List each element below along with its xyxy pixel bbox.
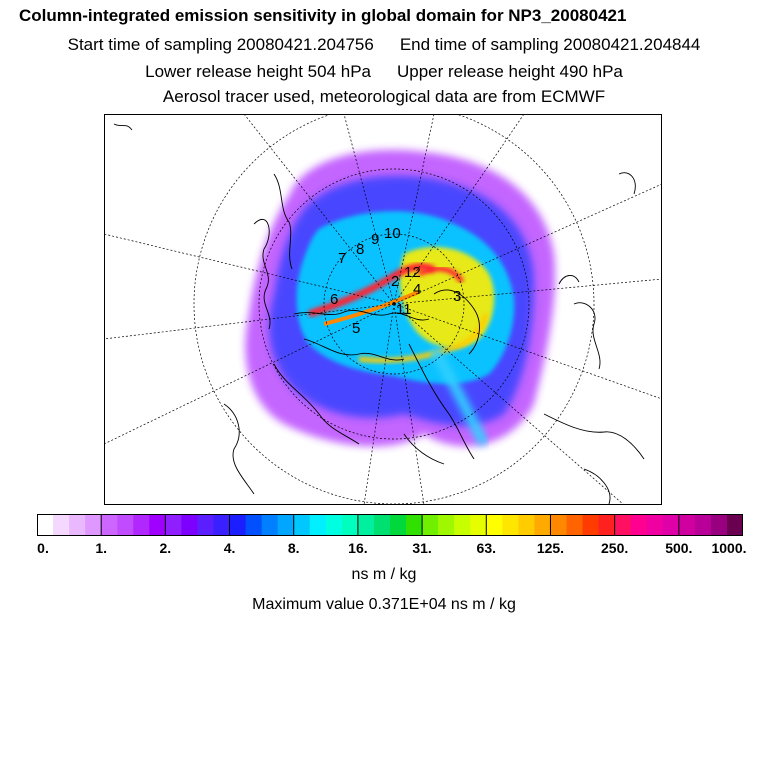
colorbar-swatch: [630, 514, 648, 536]
colorbar-swatch: [438, 514, 455, 536]
colorbar-swatch: [373, 514, 391, 536]
colorbar-tick-label: 31.: [412, 540, 432, 556]
colorbar-swatch: [726, 514, 743, 536]
release-heights-line: Lower release height 504 hPa Upper releas…: [0, 62, 768, 82]
colorbar-swatch: [325, 514, 343, 536]
colorbar-tick-label: 63.: [476, 540, 496, 556]
colorbar-swatch: [357, 514, 375, 536]
colorbar-swatch: [53, 514, 70, 536]
day-label: 8: [356, 241, 364, 258]
day-label: 10: [384, 225, 401, 242]
coastlines: [113, 123, 645, 505]
colorbar-swatch: [341, 514, 359, 536]
colorbar-swatch: [85, 514, 102, 536]
colorbar-swatch: [614, 514, 632, 536]
day-label: 2: [391, 273, 399, 290]
colorbar-swatch: [101, 514, 118, 536]
day-label: 4: [413, 281, 421, 298]
day-label: 12: [404, 264, 421, 281]
colorbar-swatch: [470, 514, 487, 536]
upper-release-height: Upper release height 490 hPa: [397, 62, 623, 81]
colorbar-tick-label: 125.: [536, 540, 565, 556]
colorbar-tick-label: 1.: [95, 540, 108, 556]
colorbar-tick-label: 2.: [159, 540, 172, 556]
colorbar-tick-label: 8.: [287, 540, 300, 556]
colorbar-swatch: [69, 514, 86, 536]
colorbar: [37, 514, 743, 536]
colorbar-swatch: [181, 514, 199, 536]
colorbar-swatch: [229, 514, 247, 536]
maximum-value: Maximum value 0.371E+04 ns m / kg: [252, 596, 516, 613]
colorbar-swatch: [390, 514, 407, 536]
colorbar-swatch: [502, 514, 519, 536]
colorbar-swatch: [37, 514, 54, 536]
colorbar-swatches: [37, 514, 743, 536]
day-labels: 2 3 4 5 6 7 8 9 10 11 12: [330, 225, 461, 337]
colorbar-swatch: [662, 514, 680, 536]
colorbar-swatch: [534, 514, 552, 536]
colorbar-tick-marks: [100, 514, 680, 536]
colorbar-swatch: [694, 514, 712, 536]
colorbar-swatch: [406, 514, 423, 536]
colorbar-tick-label: 250.: [601, 540, 629, 556]
colorbar-tick-label: 4.: [223, 540, 236, 556]
colorbar-swatch: [213, 514, 231, 536]
colorbar-swatch: [710, 514, 728, 536]
colorbar-swatch: [293, 514, 311, 536]
tracer-note: Aerosol tracer used, meteorological data…: [162, 87, 606, 106]
colorbar-swatch: [646, 514, 664, 536]
colorbar-tick-label: 1000.: [711, 540, 747, 556]
colorbar-swatch: [117, 514, 134, 536]
colorbar-swatch: [422, 514, 439, 536]
day-label: 6: [330, 291, 338, 308]
day-label: 9: [371, 231, 379, 248]
colorbar-swatch: [309, 514, 327, 536]
colorbar-swatch: [486, 514, 503, 536]
colorbar-tick-label: 0.: [37, 540, 49, 556]
end-time: End time of sampling 20080421.204844: [399, 35, 701, 54]
plot-title: Column-integrated emission sensitivity i…: [19, 6, 627, 25]
colorbar-swatch: [678, 514, 696, 536]
colorbar-swatch: [245, 514, 263, 536]
day-label: 7: [338, 250, 346, 267]
colorbar-swatch: [598, 514, 616, 536]
colorbar-swatch: [518, 514, 536, 536]
colorbar-swatch: [261, 514, 279, 536]
lower-release-height: Lower release height 504 hPa: [145, 62, 371, 81]
colorbar-swatch: [133, 514, 150, 536]
graticule: [104, 114, 662, 505]
colorbar-swatch: [165, 514, 183, 536]
day-label: 5: [352, 320, 360, 337]
colorbar-swatch: [277, 514, 295, 536]
day-label: 11: [396, 301, 412, 318]
colorbar-tick-label: 500.: [665, 540, 693, 556]
day-label: 3: [453, 288, 461, 305]
colorbar-swatch: [197, 514, 215, 536]
colorbar-tick-label: 16.: [348, 540, 368, 556]
colorbar-swatch: [454, 514, 471, 536]
colorbar-swatch: [550, 514, 568, 536]
emission-sensitivity-map: 2 3 4 5 6 7 8 9 10 11 12: [104, 114, 662, 505]
colorbar-units: ns m / kg: [351, 566, 417, 583]
colorbar-swatch: [566, 514, 584, 536]
colorbar-swatch: [582, 514, 600, 536]
sensitivity-field: [245, 149, 555, 447]
colorbar-swatch: [149, 514, 166, 536]
sampling-times-line: Start time of sampling 20080421.204756 En…: [0, 35, 768, 55]
start-time: Start time of sampling 20080421.204756: [67, 35, 374, 54]
